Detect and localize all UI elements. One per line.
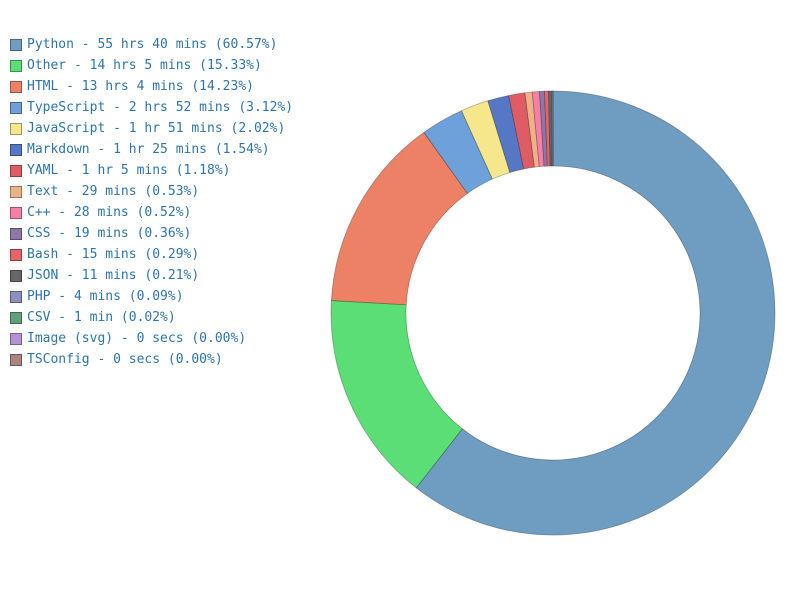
donut-slice xyxy=(551,90,554,167)
legend-item: Text - 29 mins (0.53%) xyxy=(10,181,293,202)
legend-item: Markdown - 1 hr 25 mins (1.54%) xyxy=(10,139,293,160)
legend-item: Image (svg) - 0 secs (0.00%) xyxy=(10,328,293,349)
legend-label: Python - 55 hrs 40 mins (60.57%) xyxy=(27,37,278,52)
legend-label: Other - 14 hrs 5 mins (15.33%) xyxy=(27,58,262,73)
donut-slice xyxy=(460,100,511,180)
legend-label: Image (svg) - 0 secs (0.00%) xyxy=(27,331,247,346)
legend-swatch xyxy=(10,227,22,240)
legend-item: CSS - 19 mins (0.36%) xyxy=(10,223,293,244)
legend-label: TypeScript - 2 hrs 52 mins (3.12%) xyxy=(27,100,294,115)
donut-slice xyxy=(330,300,463,489)
legend-swatch xyxy=(10,332,22,345)
donut-slice xyxy=(531,90,545,168)
legend-label: JSON - 11 mins (0.21%) xyxy=(27,268,200,283)
donut-slice xyxy=(539,90,548,167)
legend-label: Markdown - 1 hr 25 mins (1.54%) xyxy=(27,142,270,157)
legend-item: Other - 14 hrs 5 mins (15.33%) xyxy=(10,55,293,76)
donut-slice xyxy=(330,131,469,306)
legend-item: C++ - 28 mins (0.52%) xyxy=(10,202,293,223)
legend-swatch xyxy=(10,164,22,177)
legend-item: Bash - 15 mins (0.29%) xyxy=(10,244,293,265)
legend-swatch xyxy=(10,248,22,261)
legend-item: PHP - 4 mins (0.09%) xyxy=(10,286,293,307)
legend-label: TSConfig - 0 secs (0.00%) xyxy=(27,352,223,367)
legend-label: PHP - 4 mins (0.09%) xyxy=(27,289,184,304)
donut-slice xyxy=(415,90,776,536)
legend-item: JavaScript - 1 hr 51 mins (2.02%) xyxy=(10,118,293,139)
legend-label: HTML - 13 hrs 4 mins (14.23%) xyxy=(27,79,254,94)
legend-swatch xyxy=(10,311,22,324)
legend-item: TypeScript - 2 hrs 52 mins (3.12%) xyxy=(10,97,293,118)
legend-label: YAML - 1 hr 5 mins (1.18%) xyxy=(27,163,231,178)
legend-label: Text - 29 mins (0.53%) xyxy=(27,184,200,199)
legend-label: JavaScript - 1 hr 51 mins (2.02%) xyxy=(27,121,286,136)
legend-item: JSON - 11 mins (0.21%) xyxy=(10,265,293,286)
legend-item: Python - 55 hrs 40 mins (60.57%) xyxy=(10,34,293,55)
legend-swatch xyxy=(10,185,22,198)
legend-swatch xyxy=(10,59,22,72)
donut-slice xyxy=(544,90,551,167)
legend-swatch xyxy=(10,143,22,156)
legend-swatch xyxy=(10,38,22,51)
donut-slice xyxy=(524,91,540,168)
legend-label: Bash - 15 mins (0.29%) xyxy=(27,247,200,262)
legend-item: CSV - 1 min (0.02%) xyxy=(10,307,293,328)
legend-swatch xyxy=(10,353,22,366)
legend-swatch xyxy=(10,290,22,303)
legend-swatch xyxy=(10,122,22,135)
legend-label: CSV - 1 min (0.02%) xyxy=(27,310,176,325)
legend-label: CSS - 19 mins (0.36%) xyxy=(27,226,192,241)
legend-item: YAML - 1 hr 5 mins (1.18%) xyxy=(10,160,293,181)
legend-swatch xyxy=(10,269,22,282)
legend-swatch xyxy=(10,101,22,114)
legend-label: C++ - 28 mins (0.52%) xyxy=(27,205,192,220)
legend-item: TSConfig - 0 secs (0.00%) xyxy=(10,349,293,370)
donut-slice xyxy=(548,90,553,167)
legend-item: HTML - 13 hrs 4 mins (14.23%) xyxy=(10,76,293,97)
legend-swatch xyxy=(10,206,22,219)
legend-swatch xyxy=(10,80,22,93)
chart-legend: Python - 55 hrs 40 mins (60.57%) Other - … xyxy=(10,34,293,370)
donut-slice xyxy=(487,94,525,173)
